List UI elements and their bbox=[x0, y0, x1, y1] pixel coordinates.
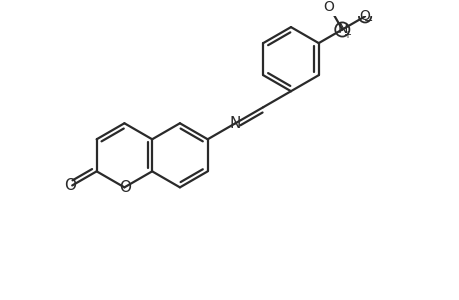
Text: N: N bbox=[229, 116, 241, 131]
Text: +: + bbox=[342, 30, 350, 40]
Text: −: − bbox=[364, 16, 373, 26]
Text: N: N bbox=[336, 22, 347, 37]
Text: O: O bbox=[359, 9, 369, 23]
Text: O: O bbox=[119, 180, 131, 195]
Text: O: O bbox=[64, 178, 76, 193]
Text: O: O bbox=[323, 0, 334, 14]
